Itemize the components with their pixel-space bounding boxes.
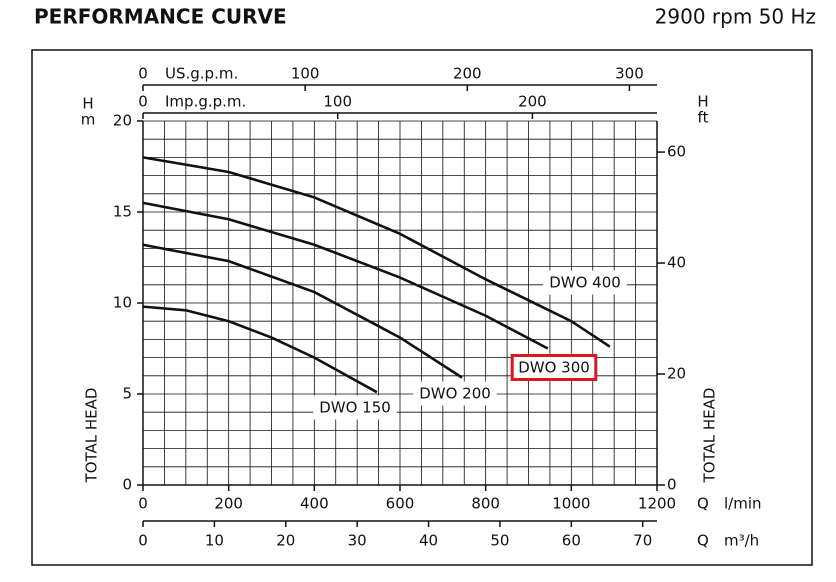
curve bbox=[142, 243, 463, 379]
y2-axis-label: TOTAL HEAD bbox=[701, 388, 719, 484]
y2-tick-label: 20 bbox=[667, 365, 686, 383]
x-tick-label: 400 bbox=[300, 495, 329, 513]
secondary-tick-label: 10 bbox=[205, 532, 224, 550]
y2-unit: ft bbox=[698, 109, 709, 127]
secondary-tick-label: 60 bbox=[562, 532, 581, 550]
curve bbox=[142, 156, 611, 348]
secondary-tick-label: 40 bbox=[419, 532, 438, 550]
secondary-axis-unit: US.g.p.m. bbox=[165, 65, 238, 83]
x-tick-label: 1000 bbox=[552, 495, 590, 513]
secondary-tick-label: 100 bbox=[323, 93, 352, 111]
y-tick-label: 20 bbox=[113, 112, 132, 130]
secondary-tick-label: 100 bbox=[291, 65, 320, 83]
x-tick-label: 1200 bbox=[638, 495, 676, 513]
y-unit: m bbox=[81, 111, 96, 129]
y-unit: H bbox=[82, 95, 93, 113]
x-tick-label: 800 bbox=[471, 495, 500, 513]
secondary-tick-label: 50 bbox=[490, 532, 509, 550]
curve-label-bg bbox=[543, 270, 627, 295]
y2-tick-label: 60 bbox=[667, 143, 686, 161]
curve-label: DWO 300 bbox=[518, 359, 590, 377]
secondary-tick-label: 200 bbox=[453, 65, 482, 83]
y-axis-label: TOTAL HEAD bbox=[83, 388, 101, 484]
secondary-axis-label: Q bbox=[697, 532, 709, 550]
chart-subtitle: 2900 rpm 50 Hz bbox=[655, 5, 816, 29]
y-tick-label: 0 bbox=[122, 476, 132, 494]
secondary-tick-label: 20 bbox=[276, 532, 295, 550]
y2-tick-label: 40 bbox=[667, 254, 686, 272]
secondary-axis-unit: m³/h bbox=[724, 532, 759, 550]
curve bbox=[142, 305, 378, 394]
curve-label-bg bbox=[413, 381, 497, 406]
y-tick-label: 15 bbox=[113, 203, 132, 221]
secondary-tick-label: 0 bbox=[138, 65, 148, 83]
secondary-tick-label: 300 bbox=[615, 65, 644, 83]
chart-title: PERFORMANCE CURVE bbox=[34, 5, 287, 29]
curve-label: DWO 400 bbox=[549, 274, 621, 292]
secondary-tick-label: 70 bbox=[633, 532, 652, 550]
x-tick-label: 0 bbox=[138, 495, 148, 513]
curve bbox=[142, 201, 549, 350]
y-tick-label: 5 bbox=[122, 385, 132, 403]
frame bbox=[31, 49, 813, 566]
secondary-tick-label: 0 bbox=[138, 93, 148, 111]
y-tick-label: 10 bbox=[113, 294, 132, 312]
secondary-tick-label: 200 bbox=[518, 93, 547, 111]
x-axis-label: Q bbox=[697, 495, 709, 513]
x-axis-unit: l/min bbox=[724, 495, 762, 513]
secondary-axis-unit: Imp.g.p.m. bbox=[165, 93, 246, 111]
curve-label-bg bbox=[510, 354, 598, 381]
y2-unit: H bbox=[697, 93, 708, 111]
secondary-tick-label: 30 bbox=[348, 532, 367, 550]
x-tick-label: 600 bbox=[386, 495, 415, 513]
curve-label: DWO 150 bbox=[319, 399, 391, 417]
y2-tick-label: 0 bbox=[667, 476, 677, 494]
x-tick-label: 200 bbox=[214, 495, 243, 513]
secondary-tick-label: 0 bbox=[138, 532, 148, 550]
curve-label-bg bbox=[313, 395, 397, 420]
curve-label: DWO 200 bbox=[419, 385, 491, 403]
